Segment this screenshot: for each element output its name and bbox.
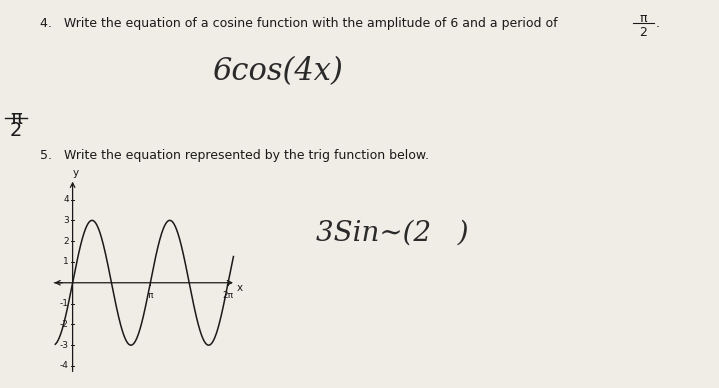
Text: 2: 2 xyxy=(9,121,22,140)
Text: y: y xyxy=(73,168,78,178)
Text: π: π xyxy=(10,109,22,128)
Text: -2: -2 xyxy=(60,320,69,329)
Text: π: π xyxy=(147,291,153,300)
Text: 4.   Write the equation of a cosine function with the amplitude of 6 and a perio: 4. Write the equation of a cosine functi… xyxy=(40,17,557,31)
Text: 5.   Write the equation represented by the trig function below.: 5. Write the equation represented by the… xyxy=(40,149,429,163)
Text: -1: -1 xyxy=(60,299,69,308)
Text: 6cos(4x): 6cos(4x) xyxy=(212,56,343,87)
Text: x: x xyxy=(237,283,243,293)
Text: 3Sin∼(2   ): 3Sin∼(2 ) xyxy=(316,219,469,246)
Text: 4: 4 xyxy=(63,195,69,204)
Text: -3: -3 xyxy=(60,341,69,350)
Text: 1: 1 xyxy=(63,258,69,267)
Text: π: π xyxy=(640,12,647,26)
Text: -4: -4 xyxy=(60,362,69,371)
Text: 2π: 2π xyxy=(222,291,234,300)
Text: .: . xyxy=(656,17,660,31)
Text: 2: 2 xyxy=(63,237,69,246)
Text: 2: 2 xyxy=(640,26,647,40)
Text: 3: 3 xyxy=(63,216,69,225)
